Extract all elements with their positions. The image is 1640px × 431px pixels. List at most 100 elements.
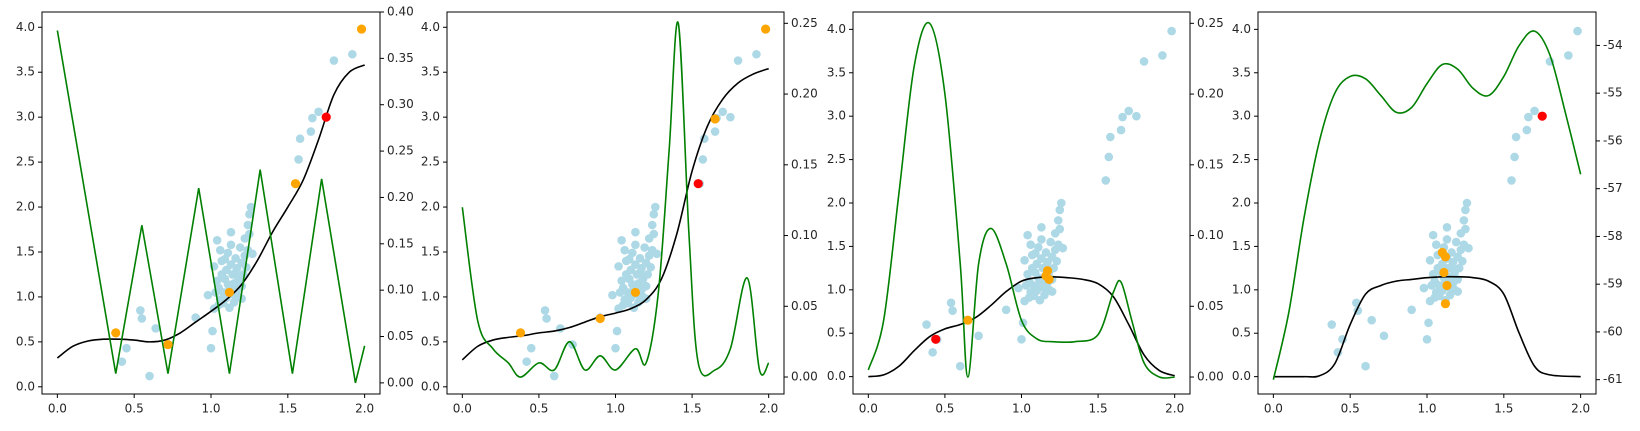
red-point bbox=[693, 179, 703, 189]
scatter-point bbox=[314, 107, 323, 117]
scatter-point bbox=[1407, 305, 1416, 315]
orange-point bbox=[761, 24, 771, 34]
scatter-point bbox=[226, 240, 236, 250]
y-left-tick-label: 2.5 bbox=[16, 155, 35, 169]
orange-point bbox=[1442, 280, 1452, 291]
scatter-point bbox=[1511, 132, 1521, 142]
scatter-point bbox=[1425, 255, 1435, 265]
scatter-point bbox=[624, 254, 634, 264]
green-curve bbox=[461, 21, 770, 378]
x-tick-label: 0.0 bbox=[1264, 402, 1283, 416]
scatter-point bbox=[117, 357, 127, 366]
scatter-point bbox=[1431, 240, 1441, 249]
scatter-point bbox=[1454, 263, 1464, 273]
scatter-point bbox=[1017, 335, 1026, 344]
scatter-point bbox=[1447, 262, 1456, 271]
y-left-tick-label: 2.0 bbox=[421, 200, 440, 214]
y-left-tick-label: 3.5 bbox=[421, 65, 440, 79]
scatter-point bbox=[1327, 320, 1337, 329]
red-point bbox=[931, 334, 941, 344]
orange-point bbox=[1044, 274, 1054, 284]
scatter-point bbox=[1442, 235, 1452, 244]
scatter-point bbox=[1419, 283, 1429, 293]
plot-area bbox=[1272, 26, 1582, 380]
scatter-point bbox=[617, 276, 626, 286]
y-left-tick-label: 1.0 bbox=[16, 289, 35, 303]
y-left-tick-label: 1.0 bbox=[1232, 282, 1251, 296]
y-left-tick-label: 0.5 bbox=[1232, 326, 1251, 340]
scatter-point bbox=[1001, 305, 1011, 315]
scatter-point bbox=[611, 343, 620, 353]
scatter-point bbox=[237, 281, 247, 291]
scatter-point bbox=[237, 294, 247, 304]
y-right-tick-label: -54 bbox=[1603, 38, 1623, 52]
y-left-tick-label: 3.5 bbox=[1232, 65, 1251, 79]
y-left-tick-label: 1.0 bbox=[421, 289, 440, 303]
scatter-point bbox=[1055, 224, 1065, 234]
scatter-point bbox=[1464, 243, 1473, 253]
y-right-tick-label: -55 bbox=[1603, 86, 1623, 100]
y-right-tick-label: 0.00 bbox=[1197, 370, 1224, 384]
y-right-tick-label: -59 bbox=[1603, 277, 1623, 291]
scatter-point bbox=[542, 314, 551, 323]
scatter-point bbox=[1052, 256, 1062, 266]
scatter-point bbox=[620, 245, 629, 255]
x-tick-label: 0.5 bbox=[935, 402, 954, 416]
y-left-tick-label: 3.5 bbox=[827, 65, 846, 79]
scatter-point bbox=[631, 240, 640, 250]
orange-point bbox=[111, 328, 121, 338]
scatter-point bbox=[718, 107, 728, 117]
scatter-point bbox=[649, 209, 659, 219]
plot-area bbox=[56, 24, 367, 384]
subplot-3: 0.0 0.5 1.0 1.5 2.0 0.0 0.5 1.0 1.5 2.0 2.5 3.0 3.5 4… bbox=[827, 11, 1224, 416]
scatter-point bbox=[203, 290, 213, 300]
y-right-tick-label: 0.15 bbox=[387, 236, 414, 250]
y-right-tick-label: 0.15 bbox=[1197, 157, 1224, 171]
y-left-tick-label: 2.0 bbox=[827, 196, 846, 210]
y-right-tick-label: -56 bbox=[1603, 133, 1623, 147]
green-curve bbox=[1272, 30, 1582, 380]
scatter-point bbox=[1451, 237, 1461, 247]
scatter-point bbox=[348, 49, 357, 59]
scatter-point bbox=[540, 306, 550, 315]
plot-area bbox=[867, 21, 1176, 379]
scatter-point bbox=[242, 262, 251, 272]
scatter-point bbox=[151, 324, 160, 333]
scatter-point bbox=[647, 220, 657, 230]
plot-area bbox=[461, 21, 771, 381]
scatter-point bbox=[306, 127, 316, 136]
y-left-tick-label: 2.5 bbox=[1232, 152, 1251, 166]
scatter-point bbox=[206, 343, 216, 353]
scatter-point bbox=[928, 348, 937, 357]
scatter-point bbox=[651, 202, 660, 212]
x-tick-label: 2.0 bbox=[1165, 402, 1184, 416]
scatter-point bbox=[1524, 112, 1533, 122]
scatter-point bbox=[208, 326, 217, 336]
subplot-1: 0.0 0.5 1.0 1.5 2.0 0.0 0.5 1.0 1.5 2.0 2.5 3.0 3.5 4… bbox=[16, 5, 414, 416]
subplot-2: 0.0 0.5 1.0 1.5 2.0 0.0 0.5 1.0 1.5 2.0 2.5 3.0 3.5 4… bbox=[421, 11, 818, 416]
scatter-point bbox=[1116, 125, 1126, 135]
y-right-tick-label: 0.05 bbox=[1197, 299, 1224, 313]
y-left-tick-label: 0.5 bbox=[16, 334, 35, 348]
y-left-tick-label: 2.0 bbox=[1232, 196, 1251, 210]
orange-point bbox=[224, 287, 235, 298]
x-tick-label: 1.5 bbox=[1089, 402, 1108, 416]
y-right-tick-label: 0.00 bbox=[387, 375, 414, 389]
y-left-tick-label: 3.0 bbox=[16, 110, 35, 124]
orange-point bbox=[163, 339, 173, 350]
y-right-tick-label: 0.20 bbox=[1197, 87, 1224, 101]
x-tick-label: 1.0 bbox=[1417, 402, 1436, 416]
scatter-point bbox=[1014, 283, 1023, 293]
x-tick-label: 1.0 bbox=[606, 402, 625, 416]
scatter-point bbox=[640, 243, 649, 252]
scatter-point bbox=[1461, 205, 1470, 215]
scatter-point bbox=[1057, 198, 1066, 208]
y-left-tick-label: 0.0 bbox=[421, 379, 440, 393]
y-right-tick-label: -60 bbox=[1603, 324, 1623, 338]
scatter-point bbox=[643, 270, 652, 279]
scatter-point bbox=[635, 253, 645, 263]
scatter-point bbox=[329, 56, 339, 65]
scatter-point bbox=[1041, 248, 1051, 257]
scatter-point bbox=[617, 236, 626, 245]
